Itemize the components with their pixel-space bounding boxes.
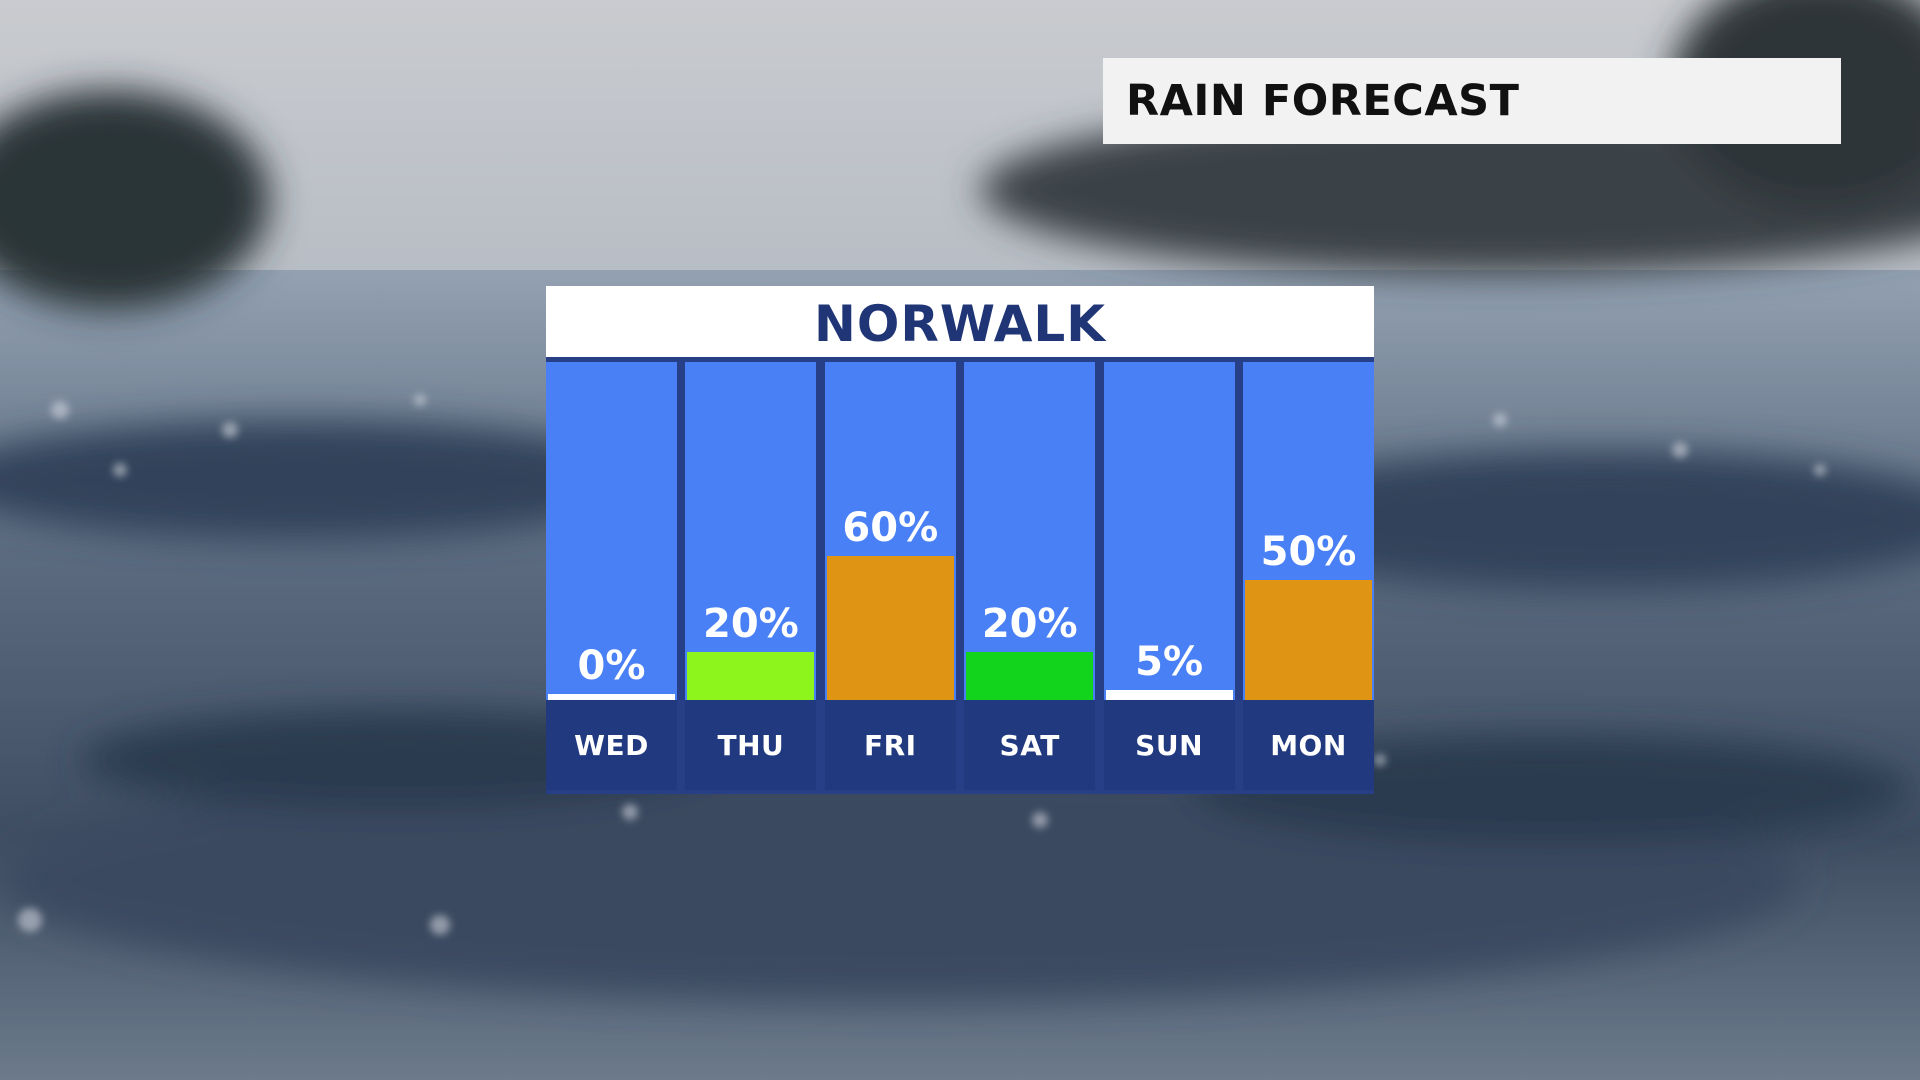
bar (1105, 690, 1233, 700)
column-background: 60% (824, 362, 956, 700)
bar (687, 652, 815, 700)
chart-header: NORWALK (546, 286, 1374, 357)
column-sun: 5% SUN (1103, 362, 1235, 790)
percent-label: 20% (703, 601, 799, 647)
bar (1245, 580, 1372, 700)
percent-label: 5% (1135, 639, 1204, 685)
column-background: 50% (1243, 362, 1374, 700)
day-label: THU (717, 728, 785, 762)
day-label: FRI (863, 728, 917, 762)
day-label: WED (574, 728, 649, 762)
column-mon: 50% MON (1243, 362, 1374, 790)
column-background: 20% (964, 362, 1096, 700)
column-wed: 0% WED (546, 362, 677, 790)
day-cell: MON (1243, 700, 1374, 790)
column-background: 5% (1103, 362, 1235, 700)
column-sat: 20% SAT (964, 362, 1096, 790)
bar (548, 694, 675, 700)
column-background: 20% (685, 362, 817, 700)
percent-label: 0% (577, 643, 646, 689)
day-cell: SUN (1103, 700, 1235, 790)
column-background: 0% (546, 362, 677, 700)
banner-title: RAIN FORECAST (1126, 76, 1520, 126)
percent-label: 50% (1260, 529, 1357, 575)
bar (966, 652, 1094, 700)
day-label: MON (1270, 728, 1347, 762)
percent-label: 60% (842, 505, 939, 551)
bar (826, 556, 954, 700)
day-label: SUN (1135, 728, 1204, 762)
column-fri: 60% FRI (824, 362, 956, 790)
bar-columns: 0% WED 20% THU 60% FRI 20% SAT 5% SUN 50% MON (546, 362, 1374, 794)
day-cell: WED (546, 700, 677, 790)
forecast-chart-panel: NORWALK 0% WED 20% THU 60% FRI 20% SAT 5% SUN 50% M… (546, 286, 1374, 794)
day-cell: SAT (964, 700, 1096, 790)
day-cell: FRI (824, 700, 956, 790)
chart-title: NORWALK (813, 294, 1107, 353)
column-thu: 20% THU (685, 362, 817, 790)
percent-label: 20% (981, 601, 1078, 647)
rain-forecast-banner: RAIN FORECAST (1103, 58, 1841, 144)
day-label: SAT (999, 728, 1060, 762)
day-cell: THU (685, 700, 817, 790)
